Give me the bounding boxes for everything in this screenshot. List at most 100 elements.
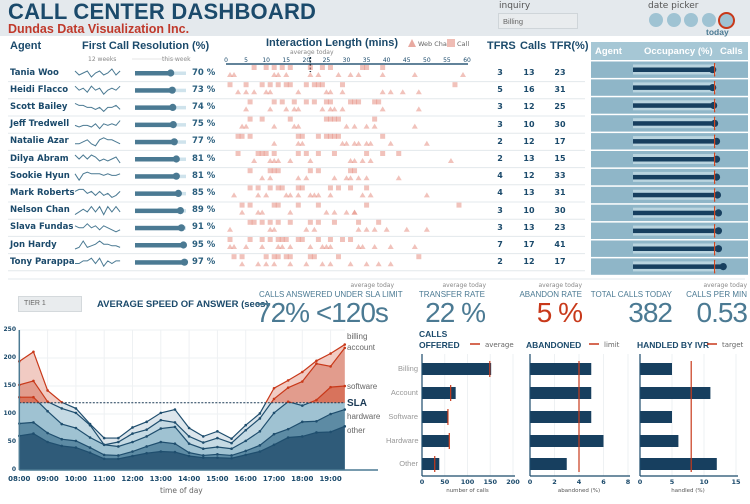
area-point bbox=[102, 436, 106, 440]
date-picker-day[interactable] bbox=[701, 13, 716, 27]
call-mark bbox=[295, 133, 301, 139]
call-mark bbox=[356, 99, 362, 105]
web-chat-mark bbox=[347, 175, 354, 181]
area-point bbox=[230, 456, 233, 460]
area-point bbox=[272, 386, 276, 390]
date-picker-day[interactable] bbox=[649, 13, 663, 27]
area-point bbox=[187, 426, 191, 430]
total-calls-label: TOTAL CALLS TODAY bbox=[590, 290, 672, 299]
call-mark bbox=[307, 254, 313, 260]
area-point bbox=[187, 435, 191, 438]
calls-value: 13 bbox=[523, 154, 535, 163]
fcr-bar-knob bbox=[172, 172, 180, 180]
bar-x-tick: 4 bbox=[576, 478, 582, 486]
tfr-value: 41 bbox=[554, 240, 566, 249]
per-min-label: CALLS PER MIN bbox=[686, 290, 747, 299]
web-chat-mark bbox=[379, 106, 386, 112]
area-point bbox=[329, 412, 332, 416]
area-point bbox=[46, 431, 49, 435]
area-series-label: account bbox=[347, 343, 376, 352]
web-chat-mark bbox=[343, 209, 350, 215]
fcr-this-week-label: this week bbox=[160, 56, 193, 63]
web-chat-mark bbox=[239, 261, 246, 267]
call-mark bbox=[283, 254, 289, 260]
web-chat-mark bbox=[227, 226, 234, 232]
call-mark bbox=[376, 219, 382, 225]
fcr-trend-sparkline bbox=[74, 188, 121, 199]
call-mark bbox=[247, 99, 253, 105]
web-chat-mark bbox=[319, 261, 326, 267]
call-mark bbox=[287, 254, 293, 260]
area-point bbox=[32, 350, 35, 354]
inquiry-label: inquiry bbox=[499, 1, 531, 11]
web-chat-mark bbox=[235, 89, 242, 95]
area-point bbox=[117, 454, 120, 457]
date-picker-day[interactable] bbox=[666, 13, 681, 27]
tier-select[interactable]: TIER 1 bbox=[18, 296, 82, 312]
interaction-axis-tick: 20 bbox=[302, 56, 311, 64]
fcr-bar-knob bbox=[169, 103, 177, 111]
call-mark bbox=[279, 185, 285, 191]
area-point bbox=[315, 359, 318, 363]
area-point bbox=[201, 447, 205, 451]
tfrs-value: 3 bbox=[497, 222, 503, 232]
area-point bbox=[60, 407, 64, 410]
calls-title: CALLS bbox=[419, 329, 448, 339]
area-point bbox=[187, 442, 191, 445]
web-chat-mark bbox=[387, 244, 394, 249]
area-series-label: other bbox=[347, 426, 366, 435]
date-picker-day[interactable] bbox=[717, 11, 735, 29]
sla-value: 72% <120s bbox=[256, 297, 389, 328]
agent-name: Mark Roberts bbox=[10, 187, 75, 198]
web-chat-mark bbox=[271, 261, 278, 267]
page-title: CALL CENTER DASHBOARD bbox=[8, 0, 317, 24]
tfrs-value: 3 bbox=[497, 205, 503, 215]
web-chat-mark bbox=[299, 140, 306, 146]
area-point bbox=[74, 407, 78, 410]
area-point bbox=[286, 379, 290, 382]
bar-x-tick: 200 bbox=[506, 478, 520, 486]
call-mark bbox=[271, 254, 277, 260]
call-mark bbox=[295, 237, 301, 242]
col-fcr: First Call Resolution (%) bbox=[82, 40, 210, 52]
occupancy-bar bbox=[633, 85, 713, 90]
web-chat-mark bbox=[267, 158, 274, 163]
area-point bbox=[286, 427, 290, 431]
fcr-percent: 81 % bbox=[192, 170, 216, 181]
area-point bbox=[343, 343, 347, 346]
call-mark bbox=[376, 99, 382, 105]
date-picker-day[interactable] bbox=[684, 13, 698, 27]
web-chat-mark bbox=[415, 106, 422, 112]
area-line-account bbox=[48, 402, 272, 446]
interaction-axis-tick: 55 bbox=[443, 56, 451, 64]
area-point bbox=[216, 436, 219, 440]
fcr-bar-fill bbox=[135, 208, 181, 214]
web-chat-mark bbox=[295, 123, 302, 129]
call-mark bbox=[348, 237, 354, 242]
call-mark bbox=[311, 254, 317, 260]
call-mark bbox=[307, 219, 313, 225]
inquiry-select[interactable]: Billing bbox=[498, 13, 578, 29]
occupancy-bar bbox=[633, 246, 719, 251]
tfr-value: 15 bbox=[554, 154, 566, 163]
web-chat-mark bbox=[271, 158, 278, 163]
legend-call: Call bbox=[457, 40, 470, 48]
fcr-trend-sparkline bbox=[74, 68, 121, 78]
area-point bbox=[343, 346, 347, 350]
web-chat-mark bbox=[271, 140, 278, 146]
area-point bbox=[173, 421, 177, 424]
fcr-percent: 70 % bbox=[192, 67, 216, 78]
fcr-percent: 91 % bbox=[192, 222, 216, 233]
area-point bbox=[88, 451, 92, 454]
call-mark bbox=[327, 65, 333, 70]
web-chat-mark bbox=[351, 123, 358, 129]
bar-category-label: Billing bbox=[397, 364, 418, 373]
web-chat-mark bbox=[311, 226, 318, 232]
area-point bbox=[32, 379, 35, 383]
area-point bbox=[216, 456, 219, 459]
per-min-sub: average today bbox=[703, 282, 747, 289]
call-mark bbox=[275, 219, 281, 225]
call-mark bbox=[315, 82, 321, 88]
bar-x-tick: 6 bbox=[601, 478, 606, 486]
web-chat-mark bbox=[331, 209, 338, 215]
